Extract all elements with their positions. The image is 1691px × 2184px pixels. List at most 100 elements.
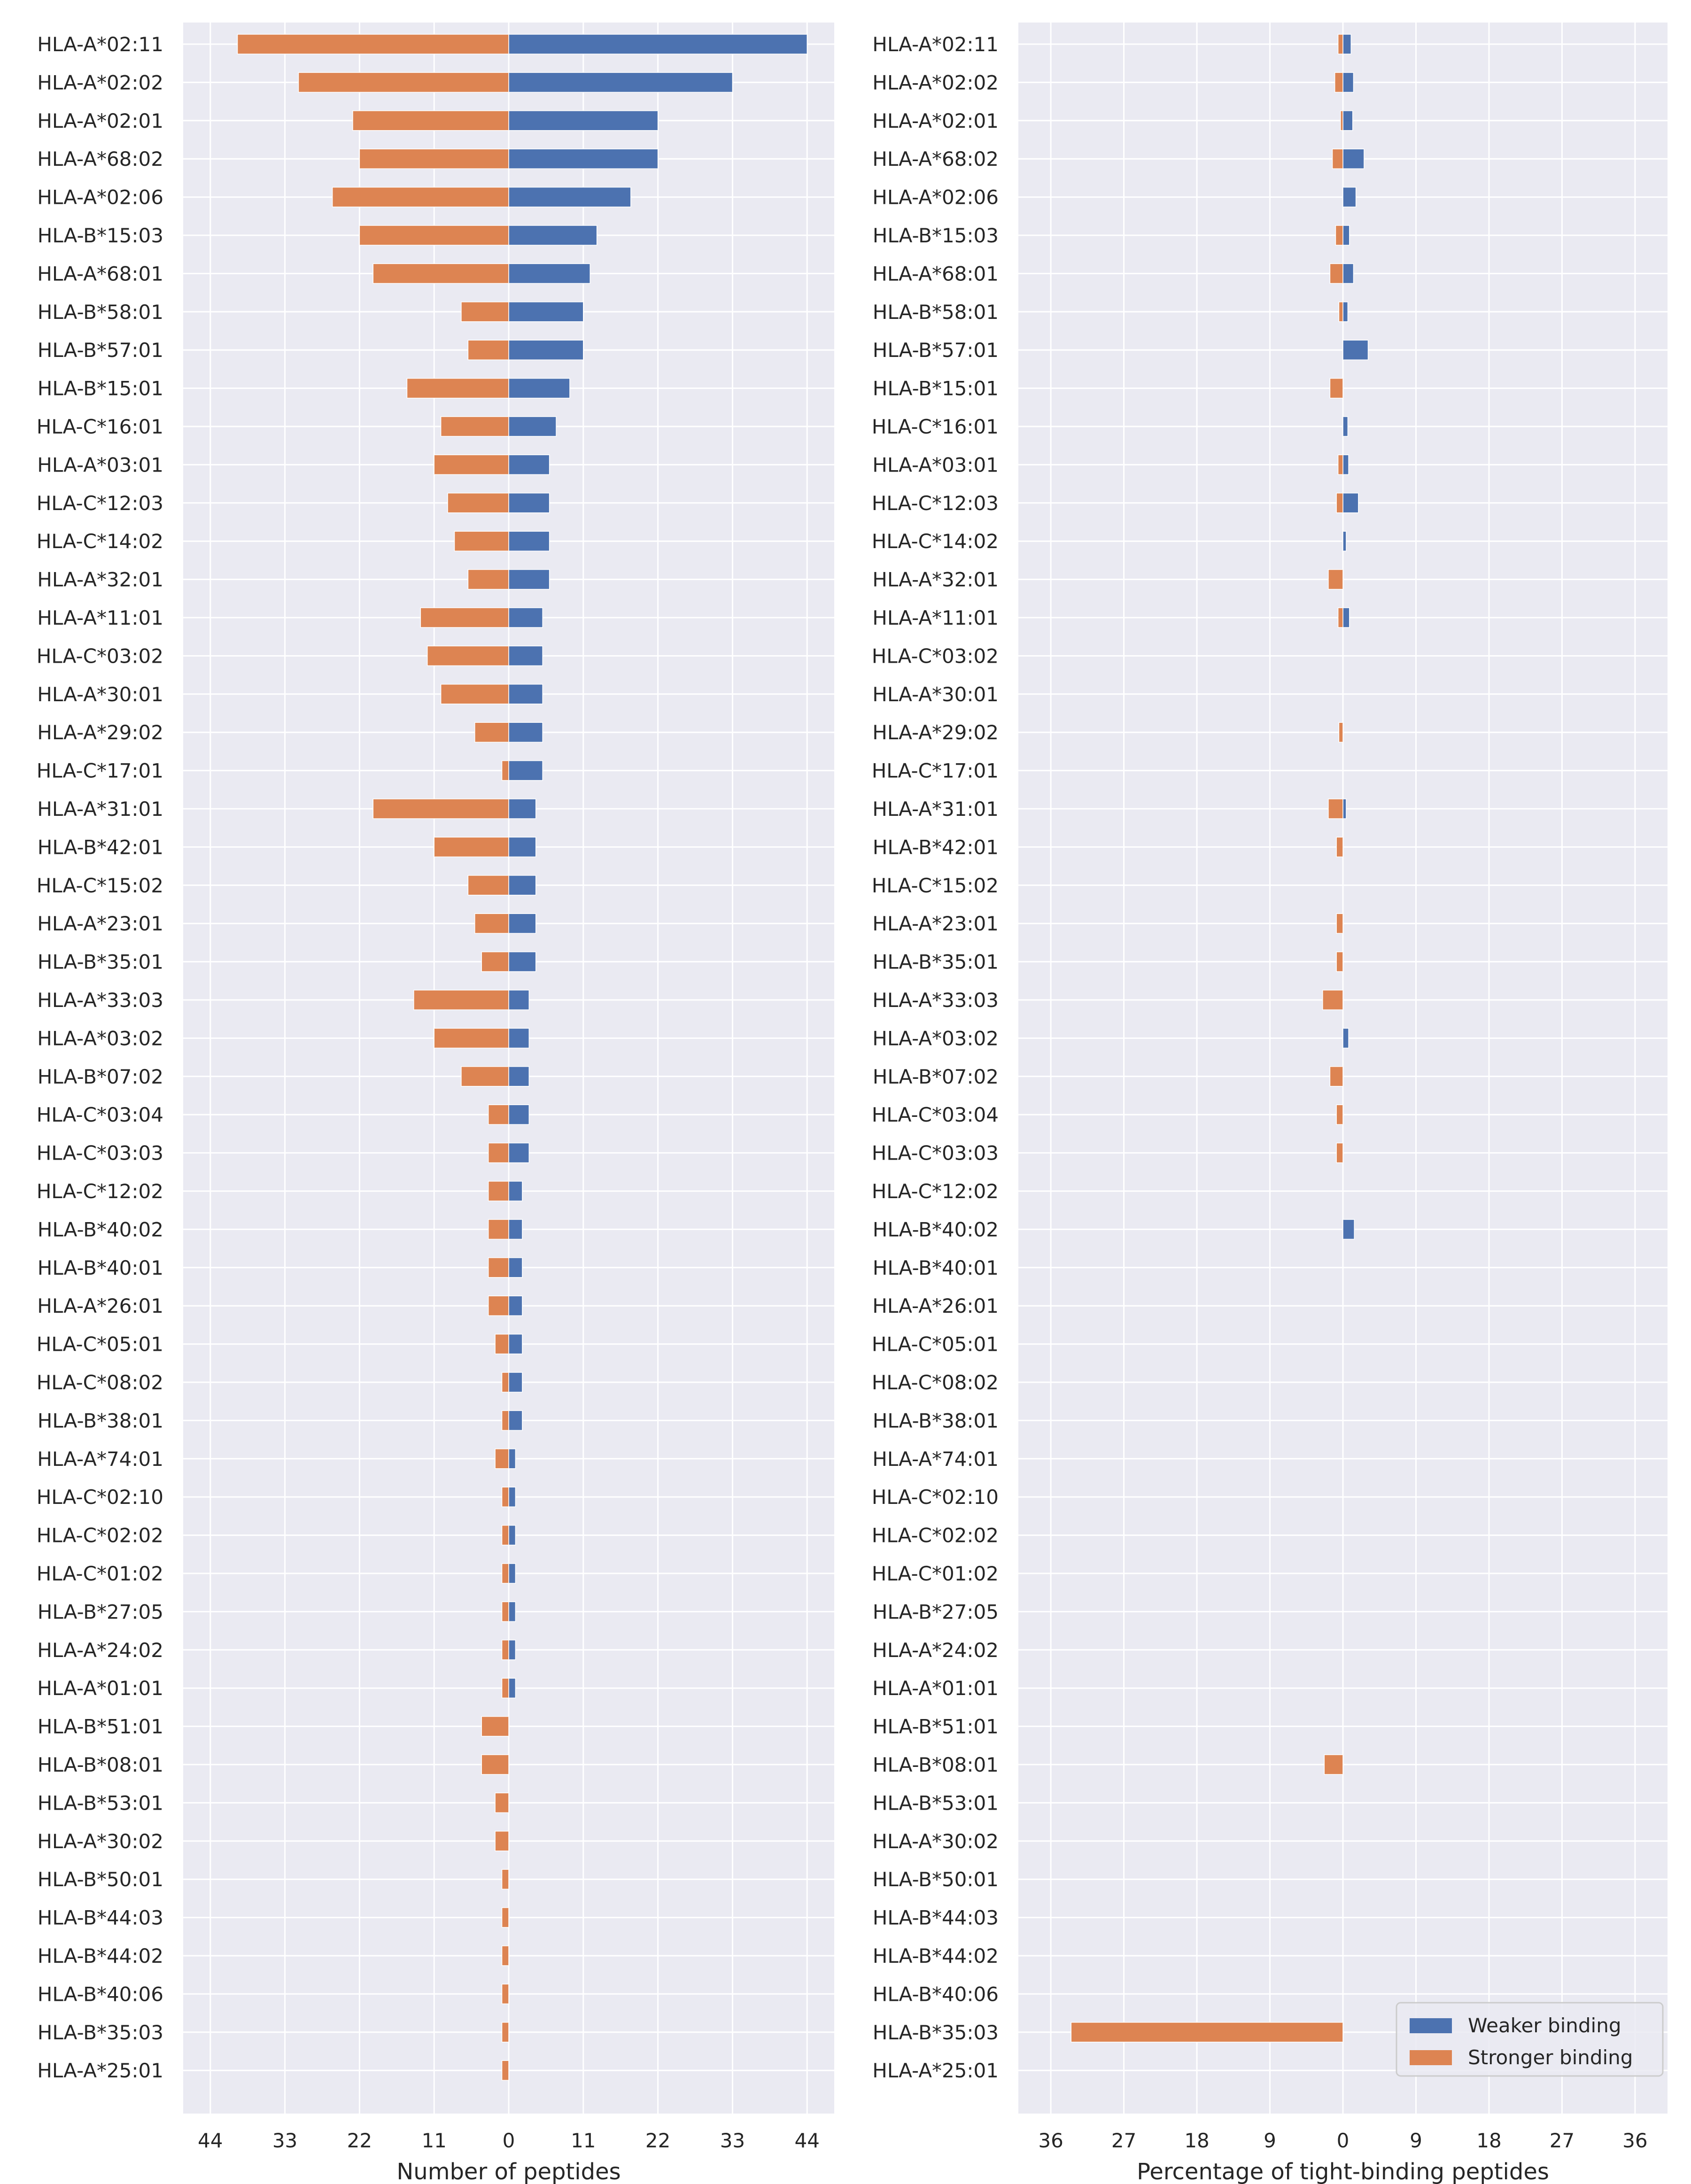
y-tick-label: HLA-A*25:01 (37, 2059, 163, 2082)
y-tick-label: HLA-C*01:02 (872, 1562, 999, 1585)
bar-stronger-1 (1334, 72, 1343, 93)
bar-stronger-31 (488, 1219, 509, 1240)
bar-stronger-19 (501, 760, 509, 781)
bar-stronger-52 (1070, 2022, 1343, 2043)
y-tick-label: HLA-C*03:02 (37, 644, 163, 667)
y-tick-label: HLA-B*44:02 (873, 1944, 999, 1967)
y-tick-label: HLA-A*11:01 (872, 606, 999, 629)
bar-stronger-12 (1336, 493, 1343, 513)
bar-stronger-11 (1337, 454, 1343, 475)
x-tick-label: 33 (720, 2129, 745, 2152)
bar-weaker-3 (1342, 148, 1365, 169)
y-tick-label: HLA-B*08:01 (873, 1753, 999, 1776)
bar-stronger-42 (501, 1640, 509, 1660)
y-tick-label: HLA-C*02:10 (872, 1486, 999, 1509)
y-tick-label: HLA-B*27:05 (38, 1600, 163, 1623)
bar-stronger-30 (488, 1181, 509, 1201)
y-tick-label: HLA-C*08:02 (37, 1371, 163, 1394)
y-tick-label: HLA-B*27:05 (873, 1600, 999, 1623)
bar-stronger-10 (440, 416, 509, 437)
bar-weaker-12 (508, 493, 550, 513)
bar-weaker-28 (508, 1104, 530, 1125)
bar-weaker-25 (508, 990, 530, 1010)
y-tick-label: HLA-C*02:10 (37, 1486, 163, 1509)
bar-stronger-37 (495, 1448, 509, 1469)
y-tick-label: HLA-A*24:02 (37, 1639, 163, 1662)
bar-weaker-30 (508, 1181, 523, 1201)
bar-weaker-15 (508, 607, 543, 628)
bar-stronger-34 (495, 1333, 509, 1355)
x-tick-label: 22 (347, 2129, 372, 2152)
bar-stronger-23 (474, 913, 509, 934)
bar-weaker-42 (508, 1640, 516, 1660)
y-tick-label: HLA-B*51:01 (38, 1715, 163, 1738)
y-tick-label: HLA-C*16:01 (37, 415, 163, 438)
bar-stronger-2 (352, 110, 509, 131)
legend-swatch-stronger (1410, 2050, 1452, 2065)
y-tick-label: HLA-C*02:02 (872, 1524, 999, 1547)
legend-swatch-weaker (1410, 2018, 1452, 2033)
bar-weaker-38 (508, 1487, 516, 1507)
y-tick-label: HLA-C*14:02 (37, 530, 163, 553)
y-tick-label: HLA-B*38:01 (38, 1409, 163, 1432)
bar-weaker-14 (508, 569, 550, 590)
bar-weaker-15 (1342, 607, 1350, 628)
bar-stronger-50 (501, 1945, 509, 1966)
y-tick-label: HLA-B*15:01 (38, 377, 163, 400)
y-tick-label: HLA-C*17:01 (37, 759, 163, 782)
y-tick-label: HLA-A*30:02 (872, 1830, 999, 1853)
bar-weaker-10 (1342, 416, 1349, 437)
y-tick-label: HLA-B*15:03 (38, 224, 163, 247)
bar-stronger-3 (359, 148, 509, 169)
y-tick-label: HLA-B*15:01 (873, 377, 999, 400)
y-tick-label: HLA-B*44:03 (38, 1906, 163, 1929)
bar-stronger-15 (1337, 607, 1343, 628)
y-tick-label: HLA-B*40:06 (38, 1983, 163, 2006)
y-tick-label: HLA-C*03:03 (37, 1142, 163, 1165)
y-tick-label: HLA-A*74:01 (872, 1448, 999, 1471)
y-tick-label: HLA-A*68:02 (872, 147, 999, 170)
bar-stronger-46 (495, 1792, 509, 1813)
y-tick-label: HLA-B*08:01 (38, 1753, 163, 1776)
bar-weaker-20 (1342, 798, 1347, 819)
legend-label-stronger: Stronger binding (1468, 2046, 1633, 2069)
y-tick-label: HLA-A*30:01 (37, 683, 163, 706)
bar-stronger-2 (1340, 110, 1343, 131)
bar-weaker-43 (508, 1678, 516, 1698)
bar-weaker-8 (1342, 340, 1369, 360)
bar-stronger-51 (501, 1983, 509, 2005)
y-tick-label: HLA-A*26:01 (872, 1294, 999, 1317)
y-tick-label: HLA-C*01:02 (37, 1562, 163, 1585)
y-tick-label: HLA-A*33:03 (872, 989, 999, 1012)
bar-stronger-18 (474, 722, 509, 743)
y-tick-label: HLA-A*03:01 (872, 453, 999, 476)
bar-weaker-26 (508, 1028, 530, 1049)
bar-stronger-52 (501, 2022, 509, 2043)
y-tick-label: HLA-B*40:02 (873, 1218, 999, 1241)
bar-stronger-49 (501, 1907, 509, 1928)
y-tick-label: HLA-B*35:03 (38, 2021, 163, 2044)
bar-stronger-29 (1336, 1142, 1343, 1163)
x-tick-label: 9 (1410, 2129, 1422, 2152)
bar-stronger-3 (1332, 148, 1343, 169)
y-tick-label: HLA-A*02:02 (872, 71, 999, 94)
bar-weaker-37 (508, 1448, 516, 1469)
bar-weaker-18 (508, 722, 543, 743)
bar-weaker-7 (508, 302, 584, 322)
y-tick-label: HLA-B*38:01 (873, 1409, 999, 1432)
bar-stronger-40 (501, 1563, 509, 1584)
y-tick-label: HLA-B*35:01 (38, 951, 163, 974)
bar-stronger-21 (434, 836, 509, 858)
x-tick-label: 18 (1476, 2129, 1501, 2152)
y-tick-label: HLA-B*40:02 (38, 1218, 163, 1241)
y-tick-label: HLA-A*31:01 (37, 798, 163, 821)
legend: Weaker binding Stronger binding (1396, 2002, 1664, 2077)
y-tick-label: HLA-A*01:01 (872, 1677, 999, 1700)
y-tick-label: HLA-A*23:01 (872, 912, 999, 935)
y-tick-label: HLA-B*40:01 (873, 1256, 999, 1279)
bar-stronger-17 (440, 684, 509, 705)
y-tick-label: HLA-A*02:01 (872, 109, 999, 132)
x-tick-label: 0 (1337, 2129, 1350, 2152)
bar-weaker-11 (1342, 454, 1349, 475)
y-tick-label: HLA-A*11:01 (37, 606, 163, 629)
